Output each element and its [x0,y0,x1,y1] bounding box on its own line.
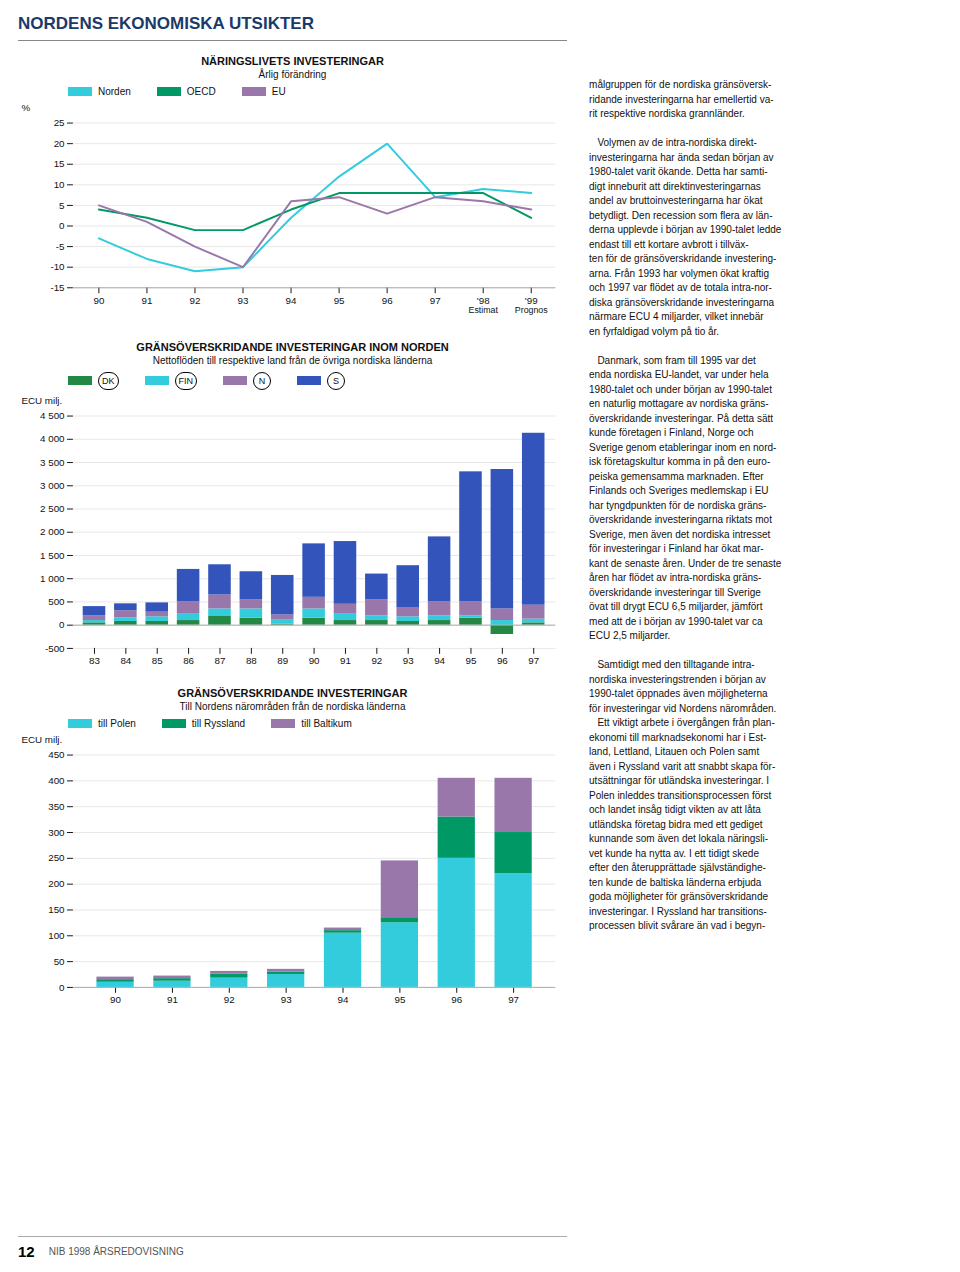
svg-text:%: % [21,102,30,113]
html-text:FIN: FIN [178,375,193,386]
svg-text:-10: -10 [50,261,65,272]
svg-text:100: 100 [48,930,65,941]
svg-text:0: 0 [59,619,65,630]
html-text:N: N [258,375,266,386]
svg-text:'98: '98 [477,295,490,306]
svg-text:1 000: 1 000 [40,572,65,583]
svg-text:5: 5 [59,200,65,211]
html-text:till Ryssland: till Ryssland [191,717,246,729]
html-text:Nettoflöden till respektive la: Nettoflöden till respektive land från de… [152,354,433,366]
svg-text:88: 88 [246,655,257,666]
svg-text:ECU milj.: ECU milj. [21,395,62,406]
svg-text:96: 96 [497,655,508,666]
html-text:S: S [333,375,339,386]
svg-text:400: 400 [48,775,65,786]
svg-text:92: 92 [371,655,382,666]
html-text:DK: DK [102,375,115,386]
html-text:Årlig förändring: Årlig förändring [258,69,327,80]
html-text:målgruppen för de nordiska grä: målgruppen för de nordiska gränsöversk- … [589,79,782,931]
html-text:OECD: OECD [186,86,216,97]
svg-text:97: 97 [508,994,519,1005]
svg-text:90: 90 [309,655,320,666]
svg-text:93: 93 [238,295,249,306]
svg-text:0: 0 [59,981,65,992]
svg-text:0: 0 [59,220,65,231]
svg-text:500: 500 [48,596,65,607]
svg-text:87: 87 [215,655,226,666]
html-text:Norden: Norden [98,86,131,97]
svg-text:Estimat: Estimat [469,305,499,315]
svg-text:90: 90 [110,994,121,1005]
svg-text:200: 200 [48,878,65,889]
svg-text:15: 15 [54,158,65,169]
svg-text:86: 86 [183,655,194,666]
svg-text:50: 50 [54,956,65,967]
svg-text:-15: -15 [50,282,65,293]
svg-text:96: 96 [451,994,462,1005]
svg-text:3 500: 3 500 [40,456,65,467]
svg-text:94: 94 [286,295,297,306]
svg-text:91: 91 [141,295,152,306]
svg-text:97: 97 [430,295,441,306]
html-text:EU: EU [271,86,286,97]
svg-text:300: 300 [48,827,65,838]
svg-text:3 000: 3 000 [40,479,65,490]
svg-text:83: 83 [89,655,100,666]
svg-text:92: 92 [190,295,201,306]
html-text:12: 12 [18,1243,35,1260]
svg-text:-5: -5 [56,241,65,252]
html-text:till Baltikum: till Baltikum [301,717,352,729]
svg-text:93: 93 [403,655,414,666]
svg-text:94: 94 [434,655,445,666]
svg-text:94: 94 [338,994,349,1005]
svg-text:10: 10 [54,179,65,190]
svg-text:4 500: 4 500 [40,410,65,421]
svg-text:85: 85 [152,655,163,666]
svg-text:'99: '99 [525,295,538,306]
html-text:NIB 1998 ÅRSREDOVISNING: NIB 1998 ÅRSREDOVISNING [48,1246,184,1257]
html-text:GRÄNSÖVERSKRIDANDE INVESTERING: GRÄNSÖVERSKRIDANDE INVESTERINGAR [177,686,408,699]
svg-text:89: 89 [277,655,288,666]
svg-text:ECU milj.: ECU milj. [21,734,62,745]
svg-text:20: 20 [54,138,65,149]
svg-text:92: 92 [224,994,235,1005]
svg-text:96: 96 [382,295,393,306]
html-text:Till Nordens närområden från d: Till Nordens närområden från de nordiska… [179,700,406,712]
svg-text:350: 350 [48,801,65,812]
svg-text:2 500: 2 500 [40,503,65,514]
svg-text:Prognos: Prognos [515,305,548,315]
svg-text:4 000: 4 000 [40,433,65,444]
svg-text:250: 250 [48,852,65,863]
svg-text:93: 93 [281,994,292,1005]
svg-text:91: 91 [340,655,351,666]
svg-text:97: 97 [528,655,539,666]
svg-text:-500: -500 [45,642,65,653]
html-text:GRÄNSÖVERSKRIDANDE INVESTERING: GRÄNSÖVERSKRIDANDE INVESTERINGAR INOM NO… [136,340,449,353]
html-text:till Polen: till Polen [98,717,136,729]
svg-text:95: 95 [466,655,477,666]
svg-text:1 500: 1 500 [40,549,65,560]
html-text:NÄRINGSLIVETS INVESTERINGAR: NÄRINGSLIVETS INVESTERINGAR [201,55,384,67]
svg-text:95: 95 [334,295,345,306]
svg-text:25: 25 [54,117,65,128]
svg-text:95: 95 [394,994,405,1005]
svg-text:2 000: 2 000 [40,526,65,537]
html-text:NORDENS EKONOMISKA UTSIKTER: NORDENS EKONOMISKA UTSIKTER [18,14,314,33]
svg-text:84: 84 [120,655,131,666]
svg-text:450: 450 [48,749,65,760]
svg-text:90: 90 [93,295,104,306]
svg-text:91: 91 [167,994,178,1005]
svg-text:150: 150 [48,904,65,915]
